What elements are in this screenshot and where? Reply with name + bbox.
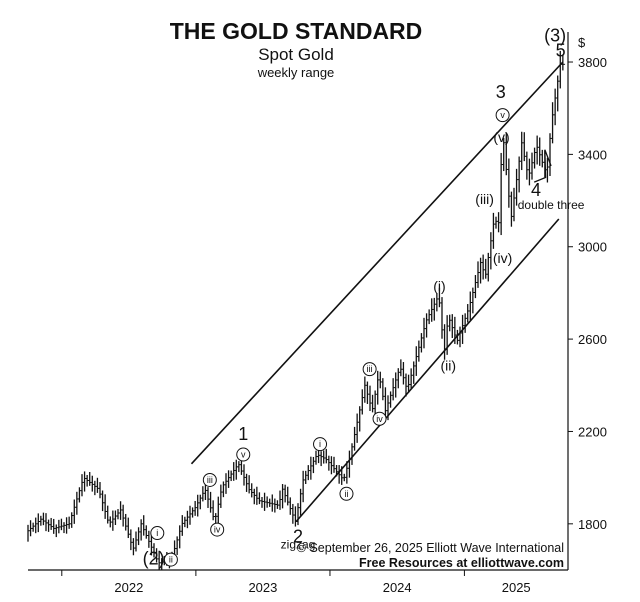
wave-label-ring <box>236 447 251 462</box>
pattern-annotation: zigzag <box>281 538 316 552</box>
x-axis-ticks: 2022 2023 2024 2025 <box>61 570 531 595</box>
y-tick-label: 2200 <box>578 424 607 439</box>
x-tick-label: 2024 <box>383 580 412 595</box>
wave-label: (2) <box>143 548 165 568</box>
wave-label: (iii) <box>475 191 494 207</box>
wave-label-circled: iii <box>367 364 373 374</box>
wave-label-circled: ii <box>169 555 173 565</box>
y-tick-label: 3000 <box>578 240 607 255</box>
y-tick-label: 1800 <box>578 517 607 532</box>
x-tick-label: 2022 <box>114 580 143 595</box>
copyright-text: © September 26, 2025 Elliott Wave Intern… <box>297 541 564 555</box>
wave-label-ring <box>202 472 217 487</box>
wave-label-ring <box>150 526 165 541</box>
wave-label-ring <box>313 437 328 452</box>
upper-channel-line <box>190 61 564 465</box>
wave-label: 2 <box>293 527 303 547</box>
lower-channel-line <box>295 218 560 523</box>
wave-label-circled: i <box>156 528 158 538</box>
wave-label: (ii) <box>440 357 456 373</box>
y-tick-label: 2600 <box>578 332 607 347</box>
chart-title: THE GOLD STANDARD <box>170 18 423 44</box>
wave-label: (i) <box>433 278 445 294</box>
wave-label: 5 <box>556 40 566 60</box>
pattern-annotation: double three <box>518 198 585 212</box>
wave-label-circled: iv <box>214 525 221 535</box>
x-tick-label: 2025 <box>502 580 531 595</box>
x-tick-label: 2023 <box>248 580 277 595</box>
wave-label-ring <box>362 362 377 377</box>
wave-label-circled: iii <box>207 475 213 485</box>
channel-lines <box>190 61 564 523</box>
wave-label-circled: i <box>319 439 321 449</box>
wave-labels: (3)53v(v)(iii)(iv)(i)(ii)iiiiv41vi2iiiii… <box>143 25 585 568</box>
wave-label: 4 <box>531 180 541 200</box>
wave-label: (iv) <box>493 250 512 266</box>
wave-label-ring <box>210 522 225 537</box>
chart-subtitle: Spot Gold <box>258 45 334 64</box>
y-axis-unit: $ <box>578 35 586 50</box>
wave-label-circled: v <box>500 110 505 120</box>
triangle-mark <box>533 149 552 183</box>
wave-label: 1 <box>238 424 248 444</box>
y-tick-label: 3800 <box>578 55 607 70</box>
wave-label-ring <box>339 486 354 501</box>
wave-label: (3) <box>544 25 566 45</box>
wave-label-ring <box>372 411 387 426</box>
price-bars <box>27 50 566 571</box>
wave-label: 3 <box>496 82 506 102</box>
wave-label-circled: ii <box>344 489 348 499</box>
y-tick-label: 3400 <box>578 147 607 162</box>
y-axis-ticks: 1800 2200 2600 3000 3400 3800 <box>568 55 607 532</box>
wave-label: (v) <box>493 129 509 145</box>
resources-link-text: Free Resources at elliottwave.com <box>359 556 564 570</box>
chart-subtitle-2: weekly range <box>257 65 335 80</box>
wave-label-ring <box>163 552 178 567</box>
wave-label-circled: v <box>241 450 246 460</box>
wave-label-circled: iv <box>376 414 383 424</box>
wave-label-ring <box>495 108 510 123</box>
